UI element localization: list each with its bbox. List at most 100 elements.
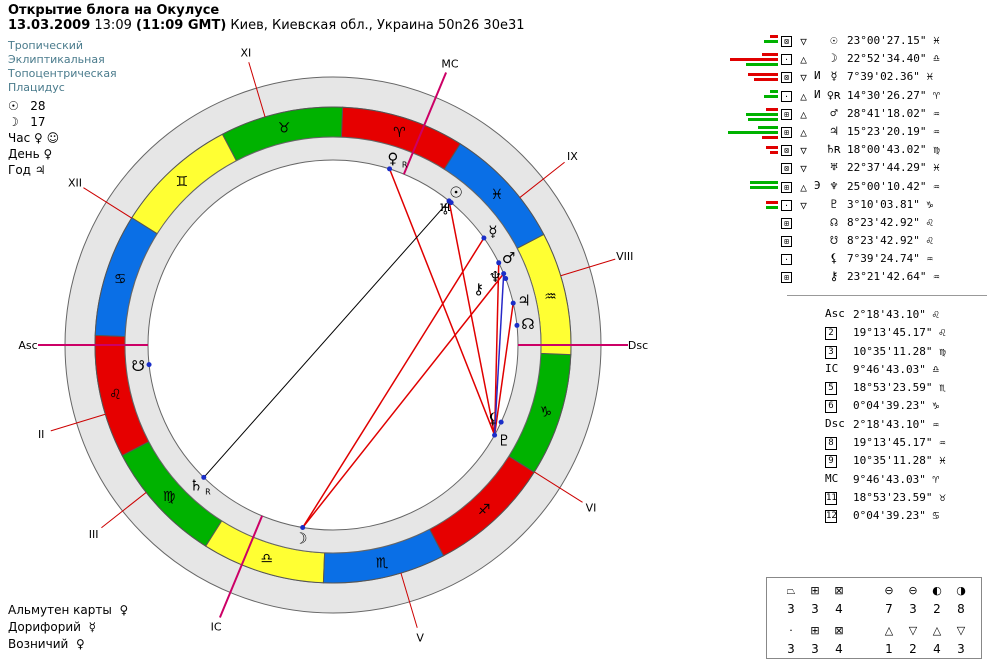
coordinate-type[interactable]: Эклиптикальная [8, 53, 105, 66]
planet-glyph-mars: ♂ [502, 249, 515, 267]
moon-degree-row: ☽ 17 [8, 114, 59, 130]
aspect-count-cell: △ 4 [927, 624, 947, 656]
planet-glyph-neptune: ♆ [489, 268, 502, 286]
aspect-count-cell: · 3 [781, 624, 801, 656]
planet-glyph-icon: ☽ [830, 51, 838, 66]
house-cusp-11 [83, 187, 132, 219]
house-label-6: Dsc [628, 339, 648, 352]
aspect-count: 8 [957, 602, 965, 616]
strength-bar [770, 89, 778, 93]
aspect-type-icon: ⊠ [834, 584, 844, 597]
aspect-count-cell: ⊠ 4 [829, 584, 849, 616]
planet-glyph-icon: ☉ [830, 33, 838, 47]
element-icon: △ [800, 125, 807, 139]
aspect-count-cell: ⊞ 3 [805, 584, 825, 616]
quadrant-icon: ⊠ [781, 72, 792, 84]
zodiac-glyph-7: ♏ [376, 556, 389, 572]
natal-chart-wheel[interactable]: ♈♉♊♋♌♍♎ ♏♐♑♒♓AscIIIIIICVVIDscVIIIIXMCXIXI… [0, 30, 660, 660]
ruler-info: ☉ 28 ☽ 17 Час ♀ ☺ День ♀ Год ♃ [8, 98, 59, 178]
aspect-count-cell: ⏢ 3 [781, 584, 801, 616]
planet-marker-6 [201, 474, 207, 480]
house-cusp-10 [248, 62, 266, 118]
aspect-type-icon: △ [884, 624, 894, 637]
house-label: MC [825, 471, 839, 485]
dignity-mark: И [814, 69, 821, 83]
house-cusp-4 [400, 572, 418, 628]
house-cusp-2 [101, 492, 147, 529]
planet-marker-12 [498, 419, 504, 425]
planet-position: 15°23'20.19" ♒ [847, 124, 940, 138]
charioteer-value: ♀ [75, 637, 85, 651]
element-icon: ▽ [800, 144, 807, 158]
planet-glyph-sun: ☉ [449, 183, 462, 201]
aspect-type-icon: ⏢ [786, 584, 796, 597]
planet-glyph-jupiter: ♃ [517, 292, 530, 310]
element-icon: △ [800, 89, 807, 103]
strength-bar [758, 125, 778, 129]
center-type[interactable]: Топоцентрическая [8, 67, 117, 80]
planet-position: 3°10'03.81" ♑ [847, 197, 934, 211]
strength-bar [750, 180, 778, 184]
aspect-type-icon: ▽ [956, 624, 966, 637]
quadrant-icon: ⊞ [781, 181, 792, 193]
planet-position: 7°39'02.36" ♓ [847, 70, 934, 84]
planet-glyph-icon: ⚸ [829, 251, 839, 266]
planet-glyph-icon: ♇ [830, 196, 838, 211]
house-cusp-9 [402, 72, 448, 175]
planet-glyph-icon: ⚷ [829, 269, 839, 284]
zodiac-glyph-5: ♍ [163, 489, 176, 505]
zodiac-glyph-3: ♋ [114, 272, 127, 288]
element-icon: ▽ [800, 71, 807, 85]
day-label: День [8, 147, 40, 161]
quadrant-icon: ⊞ [781, 272, 792, 284]
aspect-line-1 [302, 273, 505, 528]
house-label: 8 [825, 437, 837, 451]
house-label: Dsc [825, 416, 845, 430]
house-position: 2°18'43.10" ♌ [853, 308, 940, 321]
element-icon [798, 236, 809, 247]
aspect-count-cell: ▽ 2 [903, 624, 923, 656]
aspect-count-cell: ◑ 8 [951, 584, 971, 616]
planet-position: 28°41'18.02" ♒ [847, 106, 940, 120]
moon-degree: 17 [30, 115, 46, 129]
planet-marker-13 [503, 276, 509, 282]
planet-glyph-icon: ♆ [830, 178, 838, 193]
chart-rulers: Альмутен карты ♀ Дорифорий ☿ Возничий ♀ [8, 602, 128, 653]
year-label: Год [8, 163, 31, 177]
house-position: 9°46'43.03" ♈ [853, 472, 940, 486]
zodiac-glyph-9: ♑ [540, 404, 553, 420]
year-ruler-row: Год ♃ [8, 162, 59, 178]
house-system[interactable]: Плацидус [8, 81, 65, 94]
chart-time: 13:09 [94, 18, 132, 33]
aspect-line-5 [493, 262, 500, 436]
strength-bar [762, 53, 778, 57]
strength-bars [720, 253, 778, 267]
aspect-line-6 [493, 273, 505, 436]
aspect-line-0 [302, 237, 485, 528]
planet-glyph-icon: ☋ [830, 233, 838, 248]
strength-bar [746, 112, 778, 116]
house-label-1: II [38, 428, 45, 441]
zodiac-type[interactable]: Тропический [8, 39, 84, 52]
house-label: 2 [825, 327, 837, 341]
dignity-mark: И [814, 87, 821, 101]
house-label-2: III [89, 528, 99, 541]
zodiac-glyph-10: ♒ [544, 289, 557, 305]
strength-bars [720, 271, 778, 285]
strength-bar [766, 146, 778, 150]
planet-glyph-south-node: ☋ [131, 357, 144, 375]
planet-marker-2 [481, 235, 487, 241]
planet-position: 22°52'34.40" ♎ [847, 52, 940, 66]
sun-degree-row: ☉ 28 [8, 98, 59, 114]
charioteer-label: Возничий [8, 637, 69, 651]
planet-glyph-mercury: ☿ [488, 223, 497, 241]
aspect-count: 7 [885, 602, 893, 616]
planet-position: 22°37'44.29" ♓ [847, 161, 940, 175]
element-icon: ▽ [800, 198, 807, 212]
zodiac-glyph-8: ♐ [478, 502, 491, 518]
strength-bar [748, 117, 778, 121]
house-cusp-5 [534, 471, 583, 503]
element-icon: ▽ [800, 35, 807, 48]
house-position: 18°53'23.59" ♉ [853, 490, 946, 504]
house-label-8: IX [567, 150, 578, 163]
